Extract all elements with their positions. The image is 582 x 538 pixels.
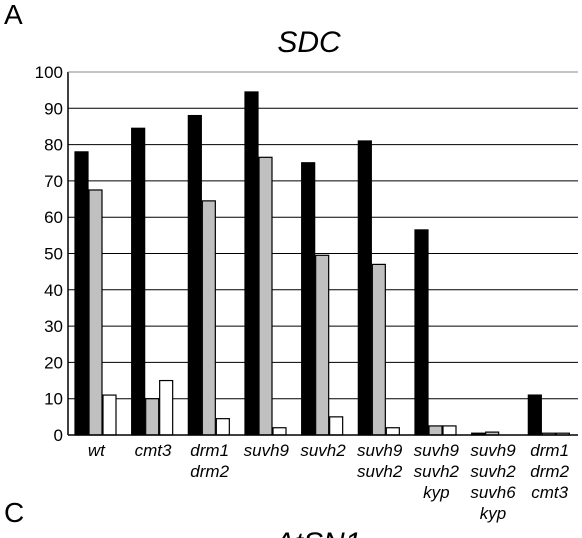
bar — [414, 229, 429, 436]
bar — [187, 114, 202, 436]
x-tick-label: drm2 — [190, 462, 229, 481]
x-tick-label: cmt3 — [135, 441, 172, 460]
bar — [215, 418, 230, 436]
x-tick-label: suvh2 — [357, 462, 403, 481]
panel-label-c: C — [4, 497, 24, 528]
x-tick-label: suvh9 — [244, 441, 290, 460]
y-tick-label: 80 — [44, 136, 63, 155]
bar — [88, 189, 103, 436]
x-tick-label: suvh9 — [470, 441, 516, 460]
x-tick-label: suvh2 — [300, 441, 346, 460]
bar — [442, 425, 457, 436]
bar — [131, 127, 146, 436]
y-tick-labels: 0 10 20 30 40 50 60 70 80 90 100 — [35, 63, 63, 445]
y-tick-label: 90 — [44, 99, 63, 118]
bar — [385, 427, 400, 436]
axes — [67, 71, 578, 436]
bar — [145, 398, 160, 436]
x-tick-label: drm1 — [530, 441, 569, 460]
bar — [315, 254, 330, 436]
x-tick-label: suvh2 — [414, 462, 460, 481]
x-tick-label: suvh6 — [470, 483, 516, 502]
bottom-chart-title-partial: AtSN1 — [273, 527, 362, 538]
bar — [258, 156, 273, 436]
bar — [527, 394, 542, 436]
bar — [357, 140, 372, 436]
x-tick-label: suvh9 — [414, 441, 460, 460]
y-tick-label: 20 — [44, 353, 63, 372]
bottom-title-clip: AtSN1 — [273, 527, 362, 538]
bar — [201, 200, 216, 436]
x-tick-label: cmt3 — [531, 483, 568, 502]
x-tick-label: wt — [88, 441, 106, 460]
bar — [244, 91, 259, 436]
x-tick-labels: wt cmt3 drm1 drm2 suvh9 suvh2 suvh9 suvh2 suvh9 s… — [88, 441, 570, 523]
x-tick-label: drm2 — [530, 462, 569, 481]
x-tick-label: kyp — [423, 483, 449, 502]
bar — [428, 425, 443, 436]
y-tick-label: 30 — [44, 317, 63, 336]
bar — [301, 162, 316, 436]
chart-title: SDC — [277, 26, 341, 59]
y-tick-label: 100 — [35, 63, 63, 82]
bar — [102, 394, 117, 436]
y-tick-label: 60 — [44, 208, 63, 227]
y-tick-label: 0 — [54, 426, 63, 445]
panel-label-a: A — [4, 0, 23, 30]
bar — [74, 151, 89, 436]
bar — [272, 427, 287, 436]
y-tick-label: 10 — [44, 390, 63, 409]
y-tick-label: 50 — [44, 245, 63, 264]
x-tick-label: suvh2 — [470, 462, 516, 481]
bar — [329, 416, 344, 436]
x-tick-label: kyp — [480, 504, 506, 523]
bar — [159, 379, 174, 436]
y-tick-label: 40 — [44, 281, 63, 300]
x-tick-label: drm1 — [190, 441, 229, 460]
x-tick-label: suvh9 — [357, 441, 403, 460]
bars — [74, 91, 570, 436]
bar — [371, 263, 386, 436]
y-tick-label: 70 — [44, 172, 63, 191]
